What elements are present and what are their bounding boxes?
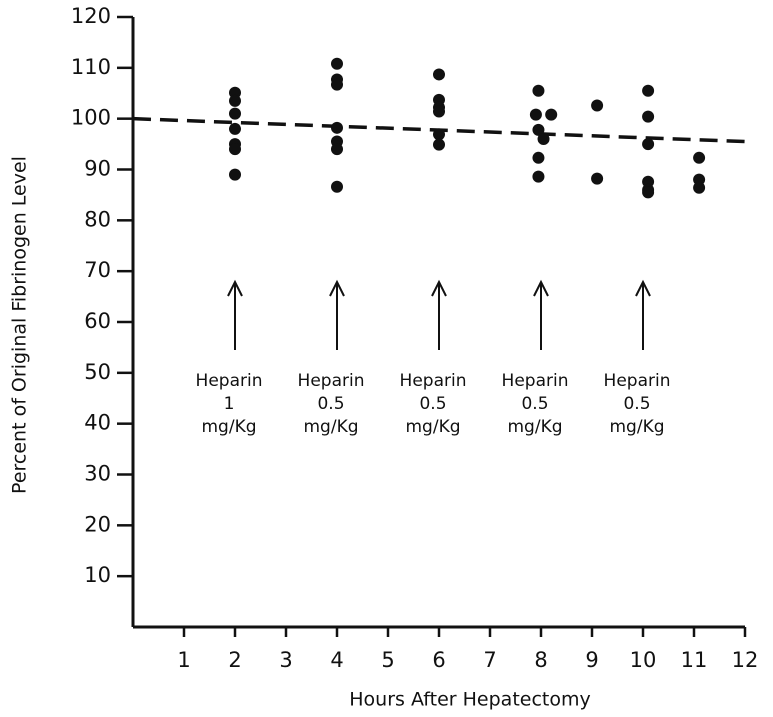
data-point: [331, 143, 343, 156]
y-tick-label: 50: [84, 360, 111, 384]
x-axis-label: Hours After Hepatectomy: [349, 689, 590, 711]
data-point: [693, 181, 706, 194]
annotation-text: Heparin: [604, 371, 671, 391]
x-tick-label: 9: [585, 648, 598, 672]
data-point: [693, 151, 706, 164]
data-point: [433, 68, 445, 81]
y-tick-label: 20: [84, 512, 111, 536]
arrow-head: [533, 279, 549, 297]
x-tick-label: 11: [681, 648, 708, 672]
x-tick-label: 3: [279, 648, 292, 672]
x-tick-label: 12: [732, 648, 759, 672]
data-point: [433, 105, 445, 118]
data-point: [331, 121, 343, 134]
x-tick-label: 8: [534, 648, 547, 672]
data-point: [433, 128, 445, 141]
annotation-text: Heparin: [298, 371, 365, 391]
x-tick-label: 7: [483, 648, 496, 672]
annotation-text: Heparin: [196, 371, 263, 391]
annotation-text: mg/Kg: [201, 417, 256, 437]
data-point: [545, 108, 558, 121]
y-tick-label: 90: [84, 157, 111, 181]
y-tick-label: 30: [84, 462, 111, 486]
data-point: [532, 170, 545, 183]
data-point: [229, 107, 241, 120]
data-point: [331, 180, 343, 193]
annotation-text: mg/Kg: [609, 417, 664, 437]
arrow-head: [431, 279, 447, 297]
x-tick-label: 6: [432, 648, 445, 672]
x-tick-label: 10: [630, 648, 657, 672]
data-point: [642, 84, 655, 97]
x-tick-label: 2: [228, 648, 241, 672]
y-tick-label: 70: [84, 258, 111, 282]
y-tick-label: 10: [84, 563, 111, 587]
data-point: [529, 108, 542, 121]
x-tick-label: 4: [330, 648, 343, 672]
data-point: [433, 138, 445, 151]
data-point: [642, 138, 655, 151]
data-point: [591, 99, 604, 112]
x-tick-label: 5: [381, 648, 394, 672]
y-tick-label: 110: [71, 55, 111, 79]
annotation-text: 0.5: [521, 394, 548, 414]
data-point: [537, 133, 550, 145]
data-point: [532, 123, 545, 136]
y-tick-label: 40: [84, 411, 111, 435]
data-point: [532, 151, 545, 164]
annotation-text: 0.5: [317, 394, 344, 414]
x-tick-label: 1: [177, 648, 190, 672]
annotation-text: 0.5: [419, 394, 446, 414]
annotation-text: mg/Kg: [507, 417, 562, 437]
data-point: [642, 110, 655, 123]
y-tick-label: 120: [71, 4, 111, 28]
y-tick-label: 80: [84, 207, 111, 231]
data-point: [591, 172, 604, 185]
annotation-text: mg/Kg: [405, 417, 460, 437]
annotation-text: mg/Kg: [303, 417, 358, 437]
data-point: [229, 143, 241, 156]
arrow-head: [329, 279, 345, 297]
arrow-head: [227, 279, 243, 297]
data-point: [229, 168, 241, 181]
annotation-text: 1: [224, 394, 235, 414]
annotation-text: 0.5: [623, 394, 650, 414]
data-point: [229, 122, 241, 135]
y-tick-label: 100: [71, 106, 111, 130]
data-point: [229, 94, 241, 107]
data-point: [331, 57, 343, 70]
data-point: [642, 186, 655, 199]
annotation-text: Heparin: [400, 371, 467, 391]
data-point: [532, 84, 545, 97]
y-tick-label: 60: [84, 309, 111, 333]
y-axis-label: Percent of Original Fibrinogen Level: [9, 156, 31, 494]
data-point: [331, 78, 343, 91]
arrow-head: [635, 279, 651, 297]
annotation-text: Heparin: [502, 371, 569, 391]
